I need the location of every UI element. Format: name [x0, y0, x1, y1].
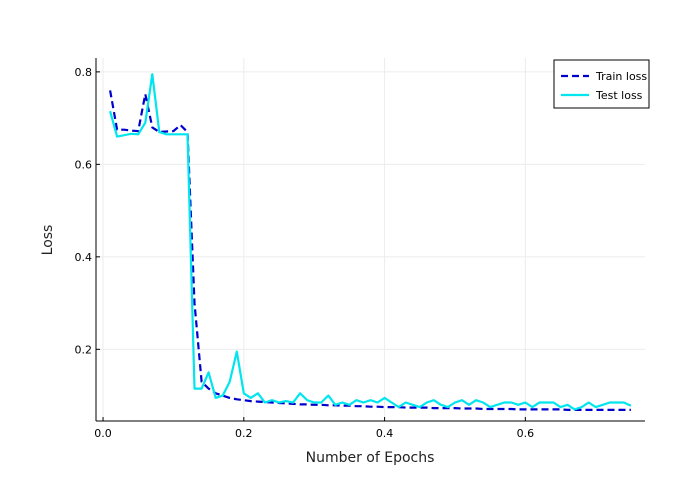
y-tick-label: 0.8 — [75, 66, 93, 79]
y-axis-title: Loss — [40, 225, 56, 256]
x-axis-title: Number of Epochs — [306, 450, 435, 466]
train-loss-line — [109, 90, 631, 411]
grid-lines — [96, 58, 645, 421]
series-lines — [109, 73, 632, 411]
axes — [95, 58, 645, 422]
x-tick-label: 0.4 — [376, 427, 394, 440]
y-ticks: 0.2 0.4 0.6 0.8 — [75, 66, 100, 356]
legend-box — [553, 59, 650, 109]
y-tick-label: 0.6 — [75, 158, 93, 171]
legend-label-test: Test loss — [595, 89, 643, 102]
y-tick-label: 0.4 — [75, 251, 93, 264]
x-tick-label: 0.0 — [94, 427, 112, 440]
x-tick-label: 0.6 — [517, 427, 535, 440]
y-tick-label: 0.2 — [75, 343, 93, 356]
x-ticks: 0.0 0.2 0.4 0.6 — [94, 417, 534, 440]
legend-label-train: Train loss — [595, 70, 647, 83]
test-loss-line — [109, 73, 632, 411]
legend: Train loss Test loss — [553, 59, 650, 109]
x-tick-label: 0.2 — [235, 427, 253, 440]
